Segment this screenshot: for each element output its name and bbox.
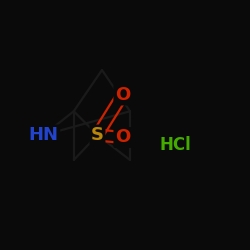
Text: O: O <box>115 86 130 104</box>
Text: HCl: HCl <box>159 136 191 154</box>
Text: S: S <box>91 126 104 144</box>
Text: HN: HN <box>29 126 59 144</box>
Text: O: O <box>115 128 130 146</box>
